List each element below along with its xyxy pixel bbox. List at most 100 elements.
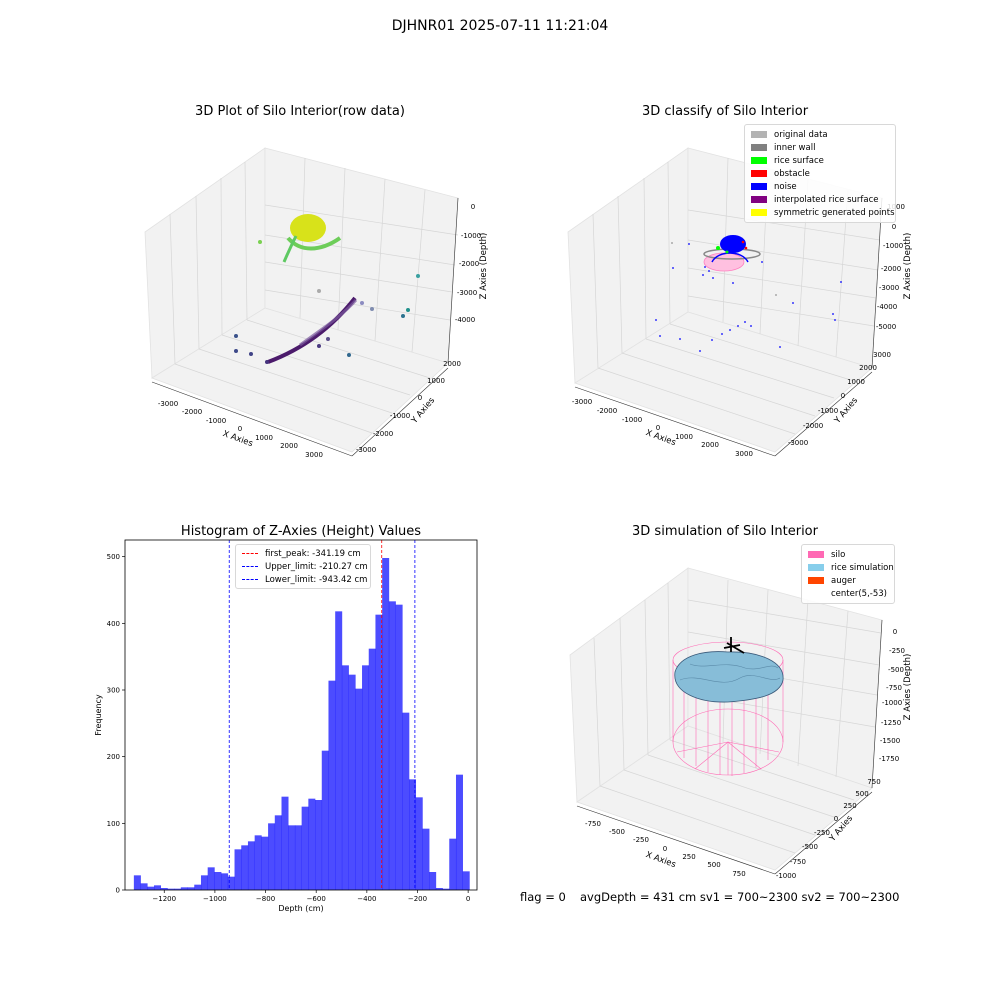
histogram-bar xyxy=(382,558,390,890)
p1-xtick: -3000 xyxy=(158,400,178,408)
p1-ztick: -1000 xyxy=(461,232,481,240)
legend-label: obstacle xyxy=(774,168,810,179)
p1-xtick: -2000 xyxy=(182,408,202,416)
histogram-bar xyxy=(187,887,195,890)
legend-entry: rice surface xyxy=(751,154,889,167)
histogram-bar xyxy=(422,828,430,890)
legend-label: interpolated rice surface xyxy=(774,194,879,205)
p1-xtick: -1000 xyxy=(206,417,226,425)
legend-entry: center(5,-53) xyxy=(808,587,888,600)
p4-xtick: 750 xyxy=(732,870,745,878)
p4-ztick: -1000 xyxy=(882,699,902,707)
histogram-bar xyxy=(308,798,316,890)
histogram-bar xyxy=(221,873,229,890)
legend-swatch xyxy=(751,157,767,164)
histogram-bar xyxy=(214,872,222,890)
histogram-bar xyxy=(160,888,168,890)
histogram-ytick-label: 100 xyxy=(107,820,120,828)
p4-ytick: -250 xyxy=(814,829,830,837)
p2-ytick: 1000 xyxy=(847,378,865,386)
histogram-bar xyxy=(153,885,162,890)
p4-ytick: 500 xyxy=(855,790,868,798)
histogram-legend: first_peak: -341.19 cm Upper_limit: -210… xyxy=(235,544,371,589)
histogram-bar xyxy=(288,825,296,890)
p1-ytick: -2000 xyxy=(373,430,393,438)
histogram-bar xyxy=(200,875,208,890)
histogram-xtick-label: −800 xyxy=(256,895,275,903)
p4-ztick: -250 xyxy=(889,647,905,655)
panel1-title: 3D Plot of Silo Interior(row data) xyxy=(195,104,405,119)
p4-ztick: -1750 xyxy=(879,755,899,763)
panel4-auger xyxy=(723,637,745,654)
legend-label: first_peak: -341.19 cm xyxy=(265,548,361,559)
legend-swatch xyxy=(808,564,824,571)
p4-ytick: -1000 xyxy=(776,872,796,880)
p2-ytick: 2000 xyxy=(859,364,877,372)
histogram-bar xyxy=(362,665,370,890)
panel2-legend: original data inner wall rice surface ob… xyxy=(744,124,896,223)
histogram-xtick-label: 0 xyxy=(466,895,470,903)
p4-xtick: -500 xyxy=(609,828,625,836)
p4-ztick: -500 xyxy=(888,666,904,674)
p2-ztick: -3000 xyxy=(879,284,899,292)
histogram-bar xyxy=(254,835,262,890)
histogram-ytick-label: 0 xyxy=(116,887,120,895)
p4-ztick: -1500 xyxy=(880,737,900,745)
legend-swatch xyxy=(808,577,824,584)
histogram-bar xyxy=(194,884,202,890)
legend-line xyxy=(242,579,258,580)
histogram-bar xyxy=(442,888,450,890)
summary-text: avgDepth = 431 cm sv1 = 700~2300 sv2 = 7… xyxy=(580,890,900,904)
histogram-bar xyxy=(388,601,396,890)
p2-ztick: -5000 xyxy=(876,323,896,331)
p1-ytick: -1000 xyxy=(390,412,410,420)
p2-xtick: -2000 xyxy=(597,407,617,415)
histogram-ytick-label: 300 xyxy=(107,687,120,695)
p1-ytick: 1000 xyxy=(427,377,445,385)
p1-ztick: -3000 xyxy=(457,289,477,297)
legend-entry: auger xyxy=(808,574,888,587)
histogram-ytick-label: 500 xyxy=(107,553,120,561)
legend-swatch xyxy=(751,209,767,216)
p4-ytick: -750 xyxy=(790,858,806,866)
p2-ztick: -4000 xyxy=(877,303,897,311)
histogram-bar xyxy=(241,845,249,890)
p4-zlabel: Z Axies (Depth) xyxy=(903,654,913,721)
legend-entry: obstacle xyxy=(751,167,889,180)
p2-xtick: 3000 xyxy=(735,450,753,458)
histogram-title: Histogram of Z-Axies (Height) Values xyxy=(180,524,422,539)
legend-swatch xyxy=(751,144,767,151)
legend-label: noise xyxy=(774,181,797,192)
histogram-bar xyxy=(368,648,376,890)
panel4-title: 3D simulation of Silo Interior xyxy=(632,524,818,539)
legend-entry: original data xyxy=(751,128,889,141)
histogram-bar xyxy=(341,665,349,890)
p1-ztick: 0 xyxy=(471,203,475,211)
legend-label: Upper_limit: -210.27 cm xyxy=(265,561,368,572)
legend-label: center(5,-53) xyxy=(831,588,887,599)
histogram-bar xyxy=(429,872,437,890)
histogram-xtick-label: −1000 xyxy=(203,895,227,903)
legend-swatch xyxy=(751,131,767,138)
legend-label: inner wall xyxy=(774,142,816,153)
histogram-bar xyxy=(274,815,282,890)
histogram-bar xyxy=(435,888,443,890)
p1-zlabel: Z Axies (Depth) xyxy=(479,233,489,300)
histogram-bar xyxy=(227,876,235,890)
p1-ytick: 0 xyxy=(418,394,422,402)
legend-line xyxy=(242,553,258,554)
histogram-bar xyxy=(375,614,383,890)
p4-xlabel: X Axies xyxy=(644,850,677,870)
legend-label: original data xyxy=(774,129,828,140)
panel4-rice-simulation xyxy=(674,651,784,703)
p1-ztick: -2000 xyxy=(459,260,479,268)
figure-title: DJHNR01 2025-07-11 11:21:04 xyxy=(391,18,609,34)
panel1-points xyxy=(234,214,420,364)
legend-entry: silo xyxy=(808,548,888,561)
histogram-bar xyxy=(281,796,289,890)
p1-xtick: 0 xyxy=(238,425,242,433)
p2-xtick: 1000 xyxy=(675,433,693,441)
